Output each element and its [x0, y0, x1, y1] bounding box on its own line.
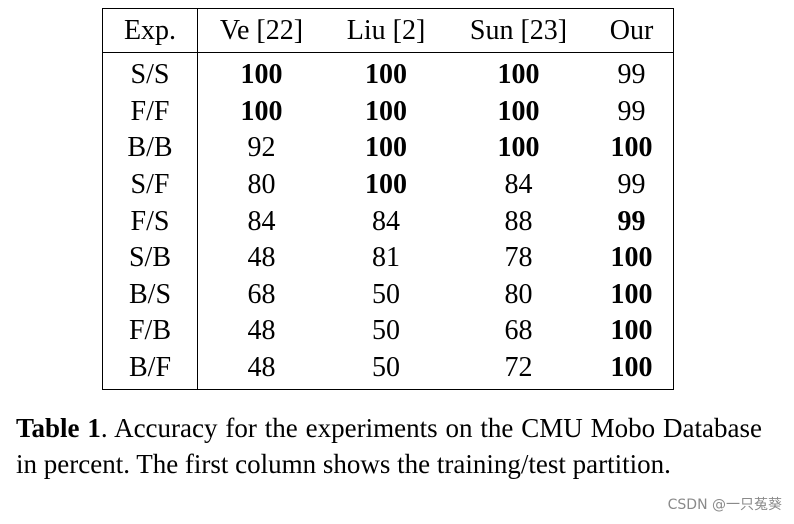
- cell-liu: 100: [365, 169, 407, 201]
- cell-ve: 92: [247, 132, 276, 164]
- cell-exp: S/B: [102, 239, 198, 277]
- table-row: S/F 80 100 84 99: [102, 166, 674, 204]
- cell-ve: 68: [247, 278, 276, 310]
- table-caption: Table 1. Accuracy for the experiments on…: [16, 410, 762, 482]
- cell-exp: F/F: [102, 93, 198, 131]
- cell-ve: 100: [240, 59, 283, 91]
- cell-ve: 48: [247, 242, 276, 274]
- cell-ve: 84: [247, 205, 276, 237]
- results-table: Exp. Ve [22] Liu [2] Sun [23] Our S/S 100…: [102, 8, 674, 391]
- table-row: F/F 100 100 100 99: [102, 93, 674, 131]
- cell-exp: S/F: [102, 166, 198, 204]
- watermark: CSDN @一只菟葵: [667, 497, 782, 513]
- cell-sun: 88: [504, 205, 533, 237]
- cell-ve: 100: [240, 95, 283, 127]
- cell-sun: 78: [504, 242, 533, 274]
- cell-liu: 100: [365, 59, 407, 91]
- cell-our: 99: [617, 205, 646, 237]
- cell-exp: B/F: [102, 349, 198, 390]
- cell-liu: 50: [372, 278, 400, 310]
- caption-label: Table 1: [16, 413, 101, 443]
- table-row: B/F 48 50 72 100: [102, 349, 674, 390]
- cell-sun: 100: [497, 132, 540, 164]
- table-row: S/B 48 81 78 100: [102, 239, 674, 277]
- cell-ve: 80: [247, 169, 276, 201]
- cell-our: 100: [610, 278, 653, 310]
- header-ve: Ve [22]: [197, 8, 325, 53]
- table-header-row: Exp. Ve [22] Liu [2] Sun [23] Our: [102, 8, 674, 53]
- results-table-container: Exp. Ve [22] Liu [2] Sun [23] Our S/S 100…: [102, 8, 674, 391]
- table-row: S/S 100 100 100 99: [102, 52, 674, 94]
- cell-our: 100: [610, 242, 653, 274]
- cell-liu: 50: [372, 352, 400, 384]
- cell-liu: 81: [372, 242, 400, 274]
- cell-sun: 72: [504, 352, 533, 384]
- cell-sun: 100: [497, 95, 540, 127]
- cell-sun: 100: [497, 59, 540, 91]
- cell-sun: 68: [504, 315, 533, 347]
- table-row: B/S 68 50 80 100: [102, 276, 674, 314]
- cell-liu: 100: [365, 95, 407, 127]
- caption-text: . Accuracy for the experiments on the CM…: [16, 413, 762, 479]
- cell-exp: S/S: [102, 52, 198, 94]
- cell-sun: 84: [504, 169, 533, 201]
- header-sun: Sun [23]: [447, 8, 590, 53]
- table-body: S/S 100 100 100 99 F/F 100 100 100 99 B/B 92 100 100 1…: [102, 52, 674, 390]
- cell-liu: 84: [372, 205, 400, 237]
- header-exp: Exp.: [102, 8, 198, 53]
- cell-ve: 48: [247, 315, 276, 347]
- cell-sun: 80: [504, 278, 533, 310]
- table-row: F/S 84 84 88 99: [102, 203, 674, 240]
- cell-our: 99: [617, 169, 646, 201]
- cell-exp: B/S: [102, 276, 198, 314]
- table-row: B/B 92 100 100 100: [102, 130, 674, 167]
- cell-liu: 50: [372, 315, 400, 347]
- cell-exp: B/B: [102, 130, 198, 167]
- table-row: F/B 48 50 68 100: [102, 313, 674, 350]
- header-liu: Liu [2]: [325, 8, 447, 53]
- cell-our: 100: [610, 352, 653, 384]
- cell-exp: F/B: [102, 313, 198, 350]
- cell-our: 99: [617, 95, 646, 127]
- cell-liu: 100: [365, 132, 407, 164]
- cell-exp: F/S: [102, 203, 198, 240]
- header-our: Our: [590, 8, 674, 53]
- cell-our: 100: [610, 132, 653, 164]
- cell-our: 100: [610, 315, 653, 347]
- cell-our: 99: [617, 59, 646, 91]
- cell-ve: 48: [247, 352, 276, 384]
